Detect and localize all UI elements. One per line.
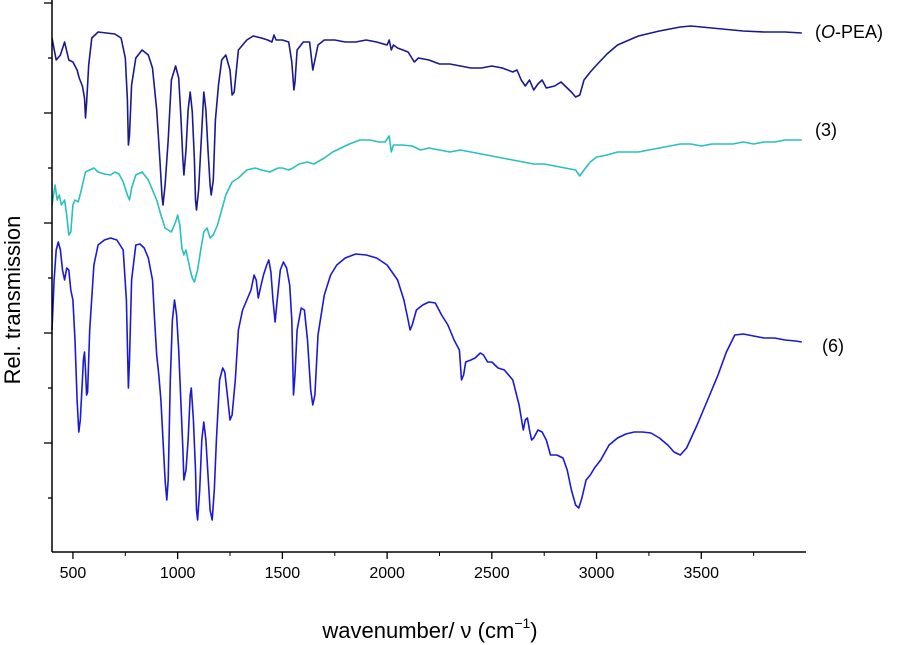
series-label-3: (3) <box>815 120 837 140</box>
series-line-1 <box>51 135 802 283</box>
series-label-6: (6) <box>822 336 844 356</box>
x-tick-label: 3500 <box>683 565 719 582</box>
x-axis-title: wavenumber/ ν (cm−1) <box>321 615 537 643</box>
x-tick-label: 3000 <box>579 565 615 582</box>
x-tick-label: 1500 <box>265 565 301 582</box>
x-axis-ticks: 500 1000 1500 2000 2500 3000 3500 <box>60 552 755 582</box>
x-tick-label: 2500 <box>474 565 510 582</box>
series-label-opea: (O-PEA) <box>815 22 883 42</box>
x-tick-label: 2000 <box>369 565 405 582</box>
x-tick-label: 500 <box>60 565 87 582</box>
series-line-2 <box>51 237 802 521</box>
series-line-0 <box>51 25 802 211</box>
plot-area <box>51 25 802 521</box>
x-tick-label: 1000 <box>160 565 196 582</box>
y-axis-title: Rel. transmission <box>0 216 25 385</box>
y-axis-ticks <box>44 2 52 499</box>
